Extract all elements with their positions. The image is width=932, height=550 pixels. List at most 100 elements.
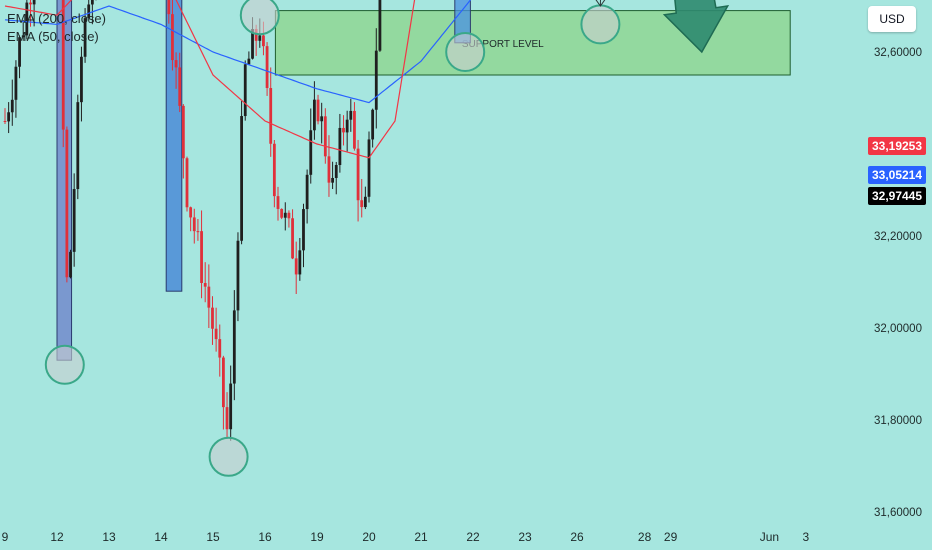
circles-layer <box>44 0 621 477</box>
candle <box>247 51 251 65</box>
x-tick-label: 12 <box>50 530 64 544</box>
candle-body <box>222 357 225 408</box>
candle <box>302 203 305 268</box>
candle-body <box>178 67 182 106</box>
candle-body <box>32 0 36 5</box>
y-tick-label: 31,60000 <box>874 507 922 519</box>
highlight-circle-4 <box>239 0 280 36</box>
highlight-circle-3 <box>208 436 249 477</box>
candle <box>323 108 327 164</box>
x-tick-label: 29 <box>664 530 678 544</box>
candle-body <box>236 240 240 311</box>
candle-body <box>196 231 200 233</box>
x-tick-label: 15 <box>206 530 220 544</box>
trend-line-arrowhead <box>595 0 606 7</box>
candle-body <box>29 2 32 5</box>
candles-layer <box>3 0 382 441</box>
x-tick-label: 21 <box>414 530 428 544</box>
legend-ema50: EMA (50, close) <box>7 29 99 44</box>
candle-body <box>345 119 349 133</box>
x-tick-label: 20 <box>362 530 376 544</box>
down-arrow-icon <box>662 0 730 54</box>
x-tick-label: 22 <box>466 530 480 544</box>
candle-body <box>305 174 309 210</box>
x-tick-label: 13 <box>102 530 116 544</box>
candle-body <box>72 189 76 252</box>
candle-body <box>171 14 174 61</box>
candle <box>200 210 203 299</box>
candle <box>291 209 294 260</box>
x-tick-label: 9 <box>2 530 9 544</box>
candle <box>320 102 324 144</box>
candle <box>185 156 189 212</box>
candle-body <box>14 66 18 100</box>
candle <box>171 0 174 71</box>
candle <box>61 0 65 148</box>
candle-body <box>167 0 171 15</box>
candle <box>363 186 367 210</box>
candle-body <box>247 58 251 65</box>
candle <box>360 178 364 218</box>
candle <box>309 108 313 184</box>
candle <box>196 218 200 241</box>
candle-body <box>211 307 214 329</box>
candle <box>342 115 345 146</box>
candle <box>18 35 21 79</box>
candle-body <box>280 208 284 218</box>
candle <box>69 249 72 279</box>
candle-body <box>21 35 25 38</box>
candle <box>305 169 309 224</box>
candle-body <box>10 99 14 113</box>
candle-body <box>265 46 269 89</box>
candle-body <box>316 99 320 122</box>
candle-body <box>374 50 378 110</box>
candle <box>65 126 69 283</box>
candle-body <box>189 207 193 218</box>
y-tick-label: 32,60000 <box>874 47 922 59</box>
candle <box>349 98 353 132</box>
x-tick-label: 23 <box>518 530 532 544</box>
y-tick-label: 32,00000 <box>874 323 922 335</box>
candle <box>7 102 11 134</box>
candle-body <box>378 0 382 51</box>
currency-button[interactable]: USD <box>868 6 916 32</box>
candle <box>87 0 91 22</box>
candle-body <box>65 129 69 278</box>
candle <box>287 210 291 228</box>
ema200-price-tag: 33,05214 <box>868 166 926 184</box>
candle-body <box>320 116 324 122</box>
annotations-layer <box>595 0 730 54</box>
candle <box>313 81 316 140</box>
candle-body <box>262 35 265 47</box>
legend-ema200: EMA (200, close) <box>7 11 106 26</box>
candle <box>218 324 222 377</box>
x-tick-label: 16 <box>258 530 272 544</box>
candle-body <box>356 148 360 201</box>
candle <box>207 264 211 329</box>
candle <box>356 139 360 222</box>
candle <box>25 0 29 40</box>
candle-body <box>214 328 218 340</box>
ema50-line <box>4 0 416 159</box>
candle-body <box>334 164 338 178</box>
lines-layer <box>4 0 472 159</box>
candle-body <box>18 37 21 67</box>
candle-body <box>251 28 254 59</box>
candle-body <box>192 217 196 232</box>
candle-body <box>272 143 276 197</box>
candle <box>83 8 87 63</box>
candle <box>338 113 342 173</box>
candle-body <box>7 112 11 122</box>
candle <box>72 173 76 267</box>
ema50-price-tag: 33,19253 <box>868 137 926 155</box>
candle <box>371 108 375 148</box>
candle-body <box>3 121 7 122</box>
candle-body <box>243 64 247 117</box>
candle <box>3 108 7 125</box>
candle <box>90 0 94 25</box>
candle <box>294 241 298 295</box>
candle-body <box>69 251 72 278</box>
candle-body <box>25 2 29 36</box>
candle-body <box>254 28 258 41</box>
